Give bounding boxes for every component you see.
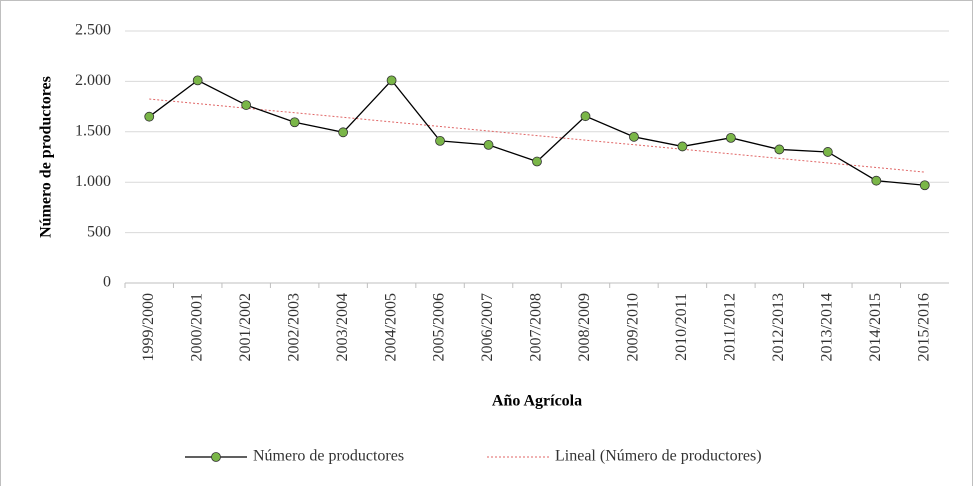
legend-label: Número de productores	[253, 448, 404, 465]
data-point	[483, 140, 494, 150]
y-tick-label: 1.500	[75, 122, 111, 139]
x-tick-label: 2004/2005	[382, 293, 399, 361]
y-axis-title: Número de productores	[38, 76, 55, 238]
x-tick-label: 2013/2014	[818, 293, 835, 361]
y-tick-label: 0	[103, 274, 111, 291]
x-tick-label: 2010/2011	[673, 293, 690, 361]
x-tick-label: 2011/2012	[722, 293, 739, 361]
data-point	[629, 131, 639, 142]
x-tick-label: 1999/2000	[140, 293, 157, 361]
series-line	[148, 79, 925, 186]
x-tick-label: 2012/2013	[770, 293, 787, 361]
trend-line	[149, 98, 925, 173]
y-tick-label: 500	[87, 223, 111, 240]
data-point	[677, 141, 688, 152]
data-point	[532, 156, 542, 167]
x-tick-label: 2009/2010	[625, 293, 642, 361]
data-point	[435, 135, 445, 146]
legend-marker	[211, 452, 221, 462]
data-point	[386, 75, 397, 86]
x-tick-label: 2015/2016	[915, 293, 932, 361]
x-axis-title: Año Agrícola	[492, 393, 582, 410]
data-point	[725, 132, 736, 143]
data-point	[192, 75, 203, 86]
x-tick-label: 2005/2006	[431, 293, 448, 361]
data-point	[919, 180, 930, 191]
data-point	[774, 144, 785, 155]
legend-label: Lineal (Número de productores)	[555, 448, 762, 465]
data-point	[144, 111, 155, 122]
y-tick-label: 1.000	[75, 173, 111, 190]
x-tick-label: 2007/2008	[528, 293, 545, 361]
y-tick-label: 2.500	[75, 22, 111, 39]
x-tick-label: 2014/2015	[867, 293, 884, 361]
x-tick-label: 2008/2009	[576, 293, 593, 361]
data-point	[289, 117, 300, 128]
data-point	[580, 111, 591, 122]
data-point	[822, 147, 833, 157]
data-point	[241, 100, 252, 110]
x-tick-label: 2006/2007	[479, 293, 496, 361]
y-tick-label: 2.000	[75, 72, 111, 89]
x-tick-label: 2003/2004	[334, 293, 351, 361]
x-tick-label: 2000/2001	[188, 293, 205, 361]
data-point	[338, 127, 349, 138]
data-point	[871, 175, 882, 186]
x-tick-label: 2002/2003	[285, 293, 302, 361]
x-tick-label: 2001/2002	[237, 293, 254, 361]
